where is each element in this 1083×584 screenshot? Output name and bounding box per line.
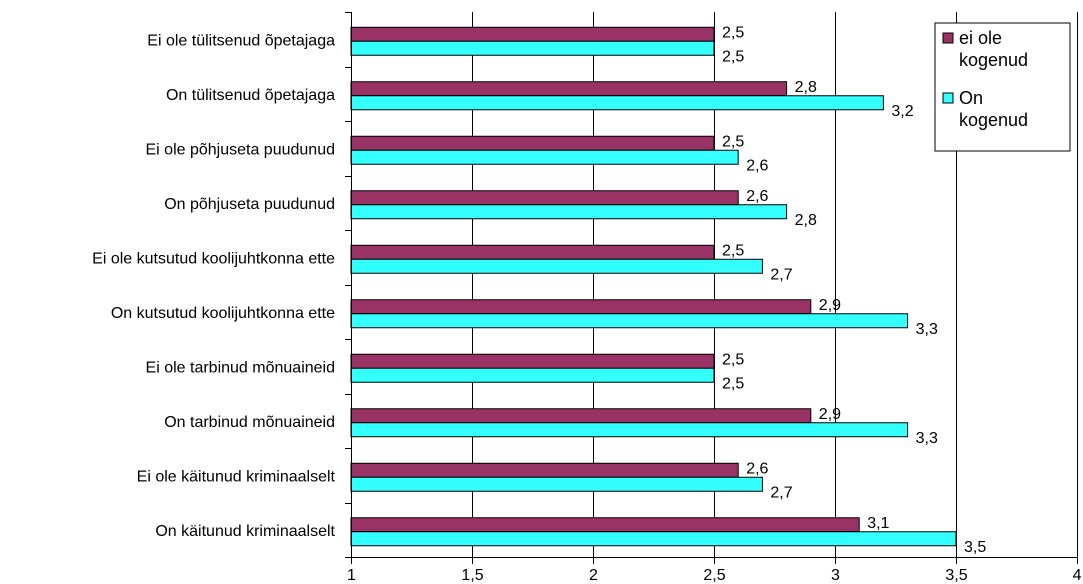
x-tick-label: 1 (347, 567, 356, 584)
bar-ei-ole-kogenud (350, 299, 812, 315)
data-label: 2,6 (746, 460, 768, 477)
legend-label: On (959, 88, 983, 108)
x-tick-label: 3,5 (945, 567, 967, 584)
data-label: 2,9 (819, 297, 841, 314)
category-label: On tülitsenud õpetajaga (166, 87, 335, 104)
bar-ei-ole-kogenud (350, 81, 788, 97)
bar-ei-ole-kogenud (350, 408, 812, 424)
data-label: 2,5 (722, 351, 744, 368)
data-label: 3,1 (867, 515, 889, 532)
data-label: 2,6 (746, 188, 768, 205)
legend-swatch (942, 32, 954, 44)
category-label: On põhjuseta puudunud (164, 196, 335, 213)
bar-on-kogenud (350, 40, 715, 56)
category-label: Ei ole tülitsenud õpetajaga (147, 32, 335, 49)
bar-on-kogenud (350, 367, 715, 383)
legend-box (934, 22, 1071, 152)
bars (350, 26, 957, 547)
data-label: 2,5 (722, 24, 744, 41)
bar-ei-ole-kogenud (350, 353, 715, 369)
category-label: Ei ole tarbinud mõnuaineid (146, 359, 335, 376)
bar-on-kogenud (350, 95, 884, 111)
bar-on-kogenud (350, 531, 957, 547)
x-axis-ticks: 1 1,5 2 2,5 3 3,5 4 (347, 557, 1082, 584)
category-label: On käitunud kriminaalselt (155, 523, 335, 540)
x-tick-label: 2 (589, 567, 598, 584)
bar-on-kogenud (350, 313, 909, 329)
legend-swatch (942, 92, 954, 104)
x-tick-label: 2,5 (703, 567, 725, 584)
bar-ei-ole-kogenud (350, 26, 715, 42)
data-label: 2,5 (722, 375, 744, 392)
data-label: 3,5 (964, 539, 986, 556)
category-label: Ei ole kutsutud koolijuhtkonna ette (92, 250, 335, 267)
category-label: On kutsutud koolijuhtkonna ette (111, 305, 335, 322)
bar-on-kogenud (350, 422, 909, 438)
data-label: 2,5 (722, 242, 744, 259)
bar-ei-ole-kogenud (350, 244, 715, 260)
data-label: 3,3 (916, 430, 938, 447)
data-label: 2,9 (819, 406, 841, 423)
data-label: 2,5 (722, 48, 744, 65)
bar-ei-ole-kogenud (350, 190, 739, 206)
bar-on-kogenud (350, 204, 788, 220)
data-label: 2,7 (770, 266, 792, 283)
legend-label: ei ole (959, 28, 1002, 48)
category-labels: Ei ole tülitsenud õpetajaga On tülitsenud… (92, 32, 335, 540)
data-label: 2,6 (746, 157, 768, 174)
category-label: Ei ole käitunud kriminaalselt (137, 468, 336, 485)
data-label: 3,3 (916, 321, 938, 338)
legend-label: kogenud (959, 110, 1028, 130)
bar-ei-ole-kogenud (350, 517, 860, 533)
bar-on-kogenud (350, 258, 763, 274)
legend-label: kogenud (959, 50, 1028, 70)
category-label: On tarbinud mõnuaineid (164, 414, 335, 431)
data-labels: 2,52,82,52,62,52,92,52,92,63,12,53,22,62… (722, 24, 986, 556)
x-tick-label: 1,5 (461, 567, 483, 584)
bar-on-kogenud (350, 476, 763, 492)
x-tick-label: 4 (1073, 567, 1082, 584)
data-label: 2,5 (722, 133, 744, 150)
data-label: 3,2 (891, 103, 913, 120)
bar-on-kogenud (350, 149, 739, 165)
bar-ei-ole-kogenud (350, 462, 739, 478)
data-label: 2,8 (795, 79, 817, 96)
bar-ei-ole-kogenud (350, 135, 715, 151)
category-label: Ei ole põhjuseta puudunud (146, 141, 336, 158)
data-label: 2,7 (770, 484, 792, 501)
data-label: 2,8 (795, 212, 817, 229)
x-tick-label: 3 (831, 567, 840, 584)
